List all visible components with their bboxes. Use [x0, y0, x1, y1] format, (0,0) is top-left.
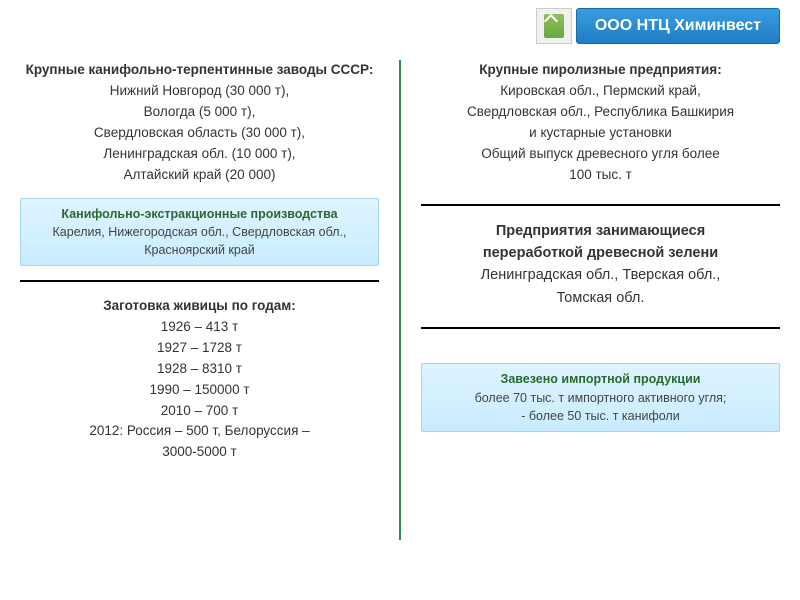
left-sec1-line: Свердловская область (30 000 т), [20, 123, 379, 144]
right-sec2-title-line: переработкой древесной зелени [421, 242, 780, 264]
left-sec1-line: Вологда (5 000 т), [20, 102, 379, 123]
left-column: Крупные канифольно-терпентинные заводы С… [0, 60, 399, 600]
right-box1-line: более 70 тыс. т импортного активного угл… [430, 389, 771, 407]
right-sec1-line: и кустарные установки [421, 123, 780, 144]
right-box1: Завезено импортной продукции более 70 ты… [421, 363, 780, 431]
company-name: ООО НТЦ Химинвест [576, 8, 780, 44]
left-box1: Канифольно-экстракционные производства К… [20, 198, 379, 266]
left-box1-title: Канифольно-экстракционные производства [29, 205, 370, 223]
divider-line [20, 280, 379, 282]
right-sec2-title-line: Предприятия занимающиеся [421, 220, 780, 242]
left-sec2-line: 2012: Россия – 500 т, Белоруссия – [20, 421, 379, 442]
right-sec2-body-line: Ленинградская обл., Тверская обл., [421, 264, 780, 286]
right-box1-title: Завезено импортной продукции [430, 370, 771, 388]
left-sec2-line: 3000-5000 т [20, 442, 379, 463]
right-sec1-title: Крупные пиролизные предприятия: [421, 60, 780, 81]
right-sec1-line: 100 тыс. т [421, 165, 780, 186]
left-sec2-line: 1928 – 8310 т [20, 359, 379, 380]
content: Крупные канифольно-терпентинные заводы С… [0, 60, 800, 600]
left-sec1-line: Ленинградская обл. (10 000 т), [20, 144, 379, 165]
right-box1-line: - более 50 тыс. т канифоли [430, 407, 771, 425]
left-sec1: Крупные канифольно-терпентинные заводы С… [20, 60, 379, 186]
left-sec2-line: 1990 – 150000 т [20, 380, 379, 401]
left-sec1-line: Алтайский край (20 000) [20, 165, 379, 186]
right-sec1-line: Общий выпуск древесного угля более [421, 144, 780, 165]
divider-line [421, 327, 780, 329]
left-sec2-line: 1926 – 413 т [20, 317, 379, 338]
right-column: Крупные пиролизные предприятия: Кировска… [401, 60, 800, 600]
left-sec2: Заготовка живицы по годам: 1926 – 413 т … [20, 296, 379, 463]
right-sec2: Предприятия занимающиеся переработкой др… [421, 220, 780, 310]
left-sec2-line: 2010 – 700 т [20, 401, 379, 422]
left-sec2-line: 1927 – 1728 т [20, 338, 379, 359]
right-sec1-line: Кировская обл., Пермский край, [421, 81, 780, 102]
header-badge: ООО НТЦ Химинвест [536, 8, 780, 44]
left-sec1-line: Нижний Новгород (30 000 т), [20, 81, 379, 102]
right-sec2-body-line: Томская обл. [421, 287, 780, 309]
right-sec1: Крупные пиролизные предприятия: Кировска… [421, 60, 780, 186]
flask-icon [536, 8, 572, 44]
left-box1-body: Карелия, Нижегородская обл., Свердловска… [29, 223, 370, 259]
divider-line [421, 204, 780, 206]
left-sec2-title: Заготовка живицы по годам: [20, 296, 379, 317]
right-sec1-line: Свердловская обл., Республика Башкирия [421, 102, 780, 123]
left-sec1-title: Крупные канифольно-терпентинные заводы С… [20, 60, 379, 81]
